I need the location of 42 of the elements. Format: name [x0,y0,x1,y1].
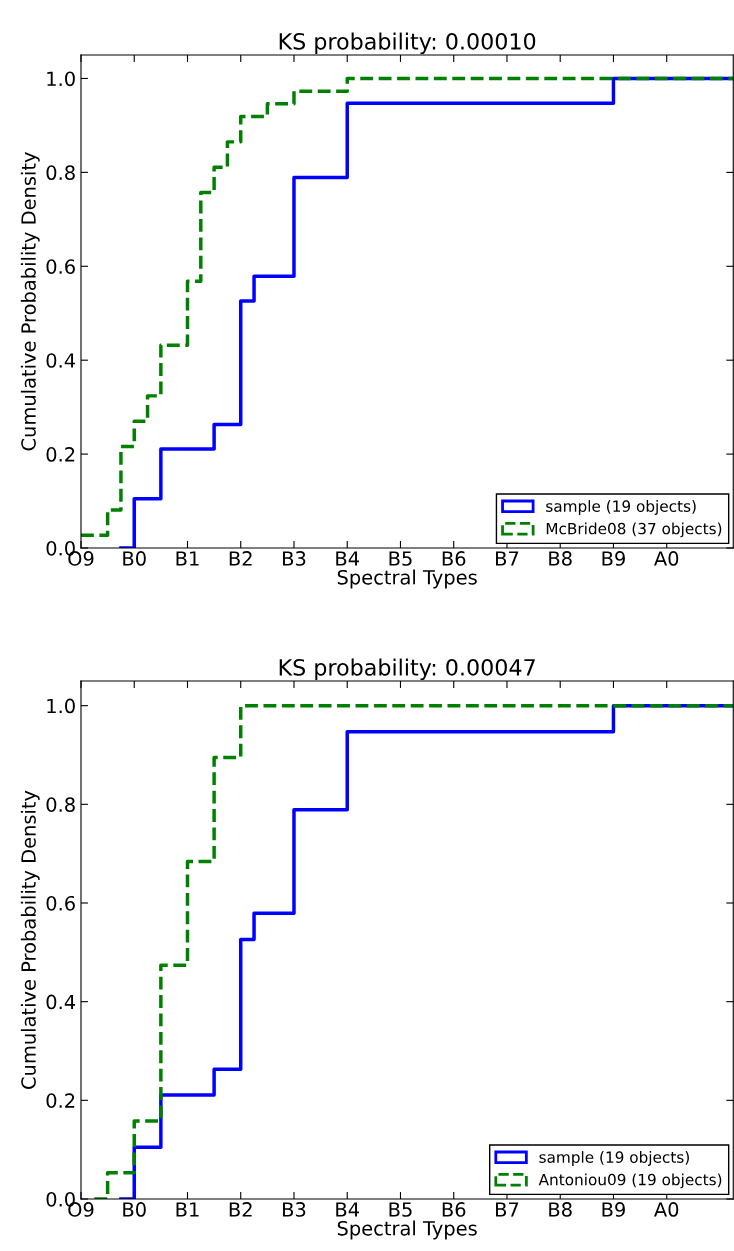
x-tick-label: B3 [283,551,306,566]
x-tick-label: B7 [496,1202,519,1217]
x-tick-label: B5 [389,1202,412,1217]
x-tick-label: B4 [336,1202,359,1217]
x-tick-label: B8 [549,1202,572,1217]
x-tick-label: B0 [123,551,146,566]
y-tick-label: 1.0 [47,698,75,714]
x-tick-label: B8 [549,551,572,566]
x-tick-label: A0 [654,1202,679,1217]
x-axis-title: Spectral Types [337,569,477,589]
y-tick-label: 0.8 [46,165,75,181]
x-tick-label: B2 [229,551,252,566]
x-tick-label: B9 [602,551,625,566]
y-tick-label: 0.6 [46,895,75,911]
y-tick-label: 0.8 [46,797,75,812]
y-tick-label: 0.2 [46,1093,75,1108]
x-tick-label: B6 [442,1202,466,1217]
y-tick-label: 0.4 [46,353,76,368]
x-tick-label: B4 [336,551,359,566]
legend-label: sample (19 objects) [539,1151,689,1166]
y-tick-label: 1.0 [47,71,75,87]
y-tick-label: 0.4 [46,994,76,1010]
x-tick-label: B9 [602,1202,625,1217]
y-tick-label: 0.2 [46,447,75,462]
x-tick-label: B0 [123,1202,146,1217]
legend-label: McBride08 (37 objects) [546,522,722,538]
x-tick-label: B1 [176,1202,199,1217]
x-tick-label: A0 [654,551,679,566]
x-axis-title: Spectral Types [337,1220,477,1240]
legend-label: sample (19 objects) [546,500,696,515]
x-tick-label: B1 [176,551,199,566]
y-axis-title: Cumulative Probability Density [20,790,40,1089]
x-tick-label: B5 [389,551,412,566]
y-axis-title: Cumulative Probability Density [20,152,40,451]
chart-title: KS probability: 0.00047 [279,658,535,681]
x-tick-label: B3 [283,1202,306,1217]
x-tick-label: B2 [229,1202,252,1217]
y-tick-label: 0.6 [46,259,75,274]
x-tick-label: B6 [442,551,466,566]
chart-title: KS probability: 0.00010 [279,32,536,55]
legend-label: Antoniou09 (19 objects) [538,1173,722,1189]
x-tick-label: B7 [496,551,519,566]
